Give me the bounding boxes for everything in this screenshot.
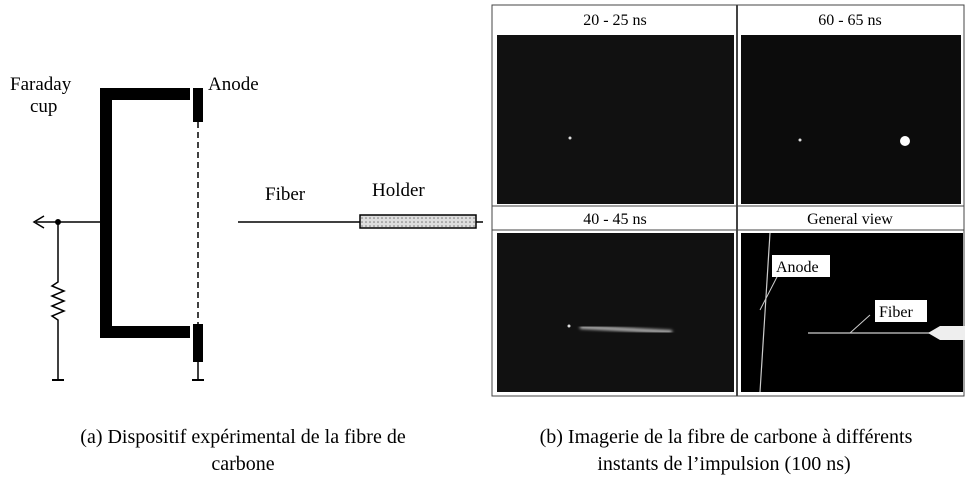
- panel-title: 20 - 25 ns: [583, 12, 647, 29]
- caption: (b) Imagerie de la fibre de carbone à di…: [540, 426, 913, 448]
- label: cup: [30, 96, 57, 117]
- caption: instants de l’impulsion (100 ns): [597, 453, 850, 475]
- caption: (a) Dispositif expérimental de la fibre …: [80, 426, 406, 448]
- label: Holder: [372, 180, 425, 201]
- inner-label: Fiber: [879, 304, 913, 321]
- panel-title: General view: [807, 211, 893, 228]
- panel-title: 40 - 45 ns: [583, 211, 647, 228]
- inner-label: Anode: [776, 259, 819, 276]
- page: Faraday cup Anode Fiber Holder 20 - 25 n…: [0, 0, 965, 481]
- image-grid: 20 - 25 ns 60 - 65 ns 40 - 45 ns General…: [492, 5, 965, 396]
- label: Fiber: [265, 184, 306, 205]
- label: Faraday: [10, 74, 72, 95]
- caption: carbone: [211, 453, 274, 475]
- label: Anode: [208, 74, 259, 95]
- setup-diagram: Faraday cup Anode Fiber Holder: [10, 74, 483, 380]
- panel-title: 60 - 65 ns: [818, 12, 882, 29]
- figure: Faraday cup Anode Fiber Holder 20 - 25 n…: [0, 0, 965, 481]
